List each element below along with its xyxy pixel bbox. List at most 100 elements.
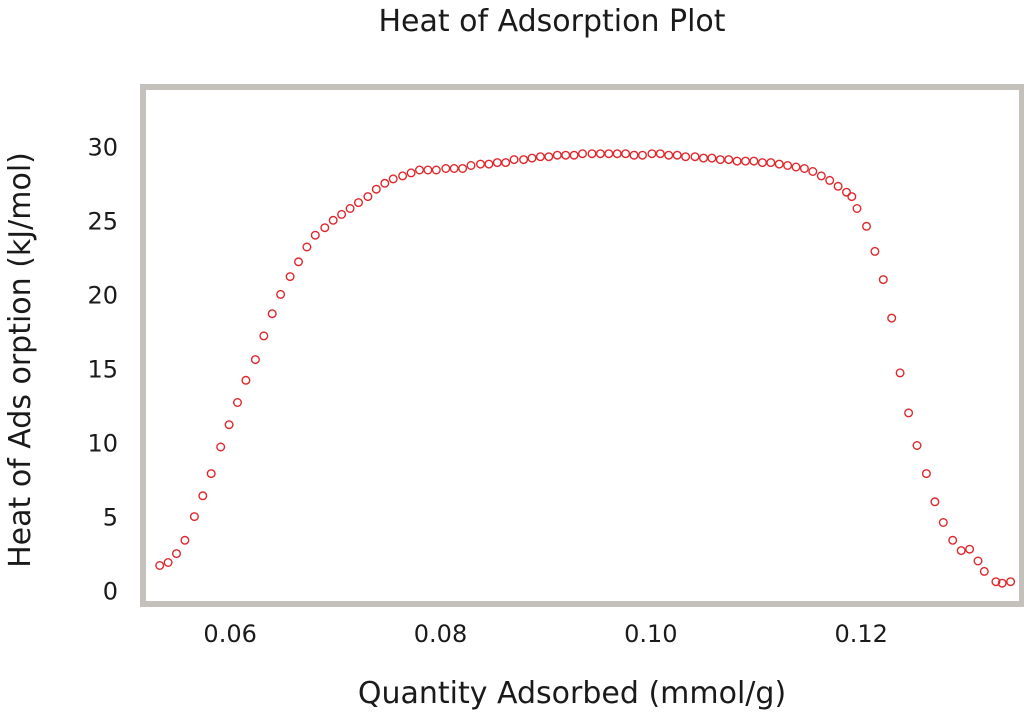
data-point — [501, 158, 511, 168]
plot-frame — [140, 84, 1024, 607]
data-point — [250, 355, 260, 365]
data-point — [285, 272, 295, 282]
data-point — [206, 469, 216, 479]
y-tick-label: 5 — [103, 504, 118, 532]
data-point — [552, 150, 562, 160]
data-point — [441, 163, 451, 173]
data-point — [870, 246, 880, 256]
x-tick-label: 0.12 — [835, 620, 888, 648]
data-point — [449, 163, 459, 173]
data-point — [774, 159, 784, 169]
data-point — [380, 178, 390, 188]
y-axis-ticks: 0 5 10 15 20 25 30 — [87, 133, 118, 605]
data-point — [423, 165, 433, 175]
data-point — [198, 491, 208, 501]
data-point — [707, 153, 717, 163]
data-point — [749, 156, 759, 166]
data-point — [294, 257, 304, 267]
data-point — [921, 469, 931, 479]
data-point — [904, 408, 914, 418]
data-point — [956, 546, 966, 556]
data-point — [371, 184, 381, 194]
data-point — [276, 289, 286, 299]
data-point — [415, 165, 425, 175]
data-point — [878, 275, 888, 285]
data-point — [431, 165, 441, 175]
data-point — [163, 558, 173, 568]
data-point — [224, 420, 234, 430]
x-tick-label: 0.08 — [414, 620, 467, 648]
data-point — [302, 242, 312, 252]
data-point — [398, 171, 408, 181]
data-point — [833, 181, 843, 191]
data-point — [561, 150, 571, 160]
data-point — [948, 535, 958, 545]
data-point — [621, 149, 631, 159]
data-point — [569, 150, 579, 160]
data-point — [509, 155, 519, 165]
data-point — [965, 544, 975, 554]
data-point — [604, 149, 614, 159]
data-point — [337, 209, 347, 219]
data-point — [852, 203, 862, 213]
data-point — [732, 156, 742, 166]
data-point — [466, 160, 476, 170]
data-point — [862, 221, 872, 231]
data-point — [808, 166, 818, 176]
data-point — [484, 159, 494, 169]
data-point — [612, 149, 622, 159]
data-point — [672, 150, 682, 160]
data-point — [232, 398, 242, 408]
data-point — [887, 313, 897, 323]
data-point — [241, 375, 251, 385]
data-point — [458, 163, 468, 173]
data-point — [783, 160, 793, 170]
data-point — [155, 561, 165, 571]
data-point — [895, 368, 905, 378]
data-point — [388, 174, 398, 184]
y-tick-label: 20 — [87, 281, 118, 309]
data-point — [406, 168, 416, 178]
data-point — [766, 158, 776, 168]
data-point — [180, 535, 190, 545]
data-point — [757, 158, 767, 168]
data-point — [171, 549, 181, 559]
data-point — [492, 158, 502, 168]
y-axis-label: Heat of Ads orption (kJ/mol) — [3, 152, 38, 568]
y-tick-label: 30 — [87, 133, 118, 161]
data-point — [216, 442, 226, 452]
data-point — [535, 152, 545, 162]
chart-title: Heat of Adsorption Plot — [378, 4, 725, 39]
data-point — [354, 198, 364, 208]
data-point — [587, 149, 597, 159]
data-point — [189, 512, 199, 522]
data-point — [938, 518, 948, 528]
data-point — [519, 155, 529, 165]
data-point — [699, 153, 709, 163]
data-point — [741, 156, 751, 166]
data-point — [363, 192, 373, 202]
x-tick-label: 0.10 — [624, 620, 677, 648]
data-point — [664, 150, 674, 160]
data-point — [847, 192, 857, 202]
data-point — [997, 578, 1007, 588]
data-point — [320, 223, 330, 233]
y-tick-label: 25 — [87, 207, 118, 235]
data-point — [912, 441, 922, 451]
data-point — [842, 187, 852, 197]
data-point — [973, 556, 983, 566]
data-point — [681, 152, 691, 162]
data-point — [310, 230, 320, 240]
y-tick-label: 15 — [87, 355, 118, 383]
data-point — [345, 203, 355, 213]
data-point — [816, 171, 826, 181]
data-point — [647, 149, 657, 159]
data-point — [991, 577, 1001, 587]
data-point — [595, 149, 605, 159]
data-point — [655, 149, 665, 159]
data-point — [629, 150, 639, 160]
data-point — [638, 150, 648, 160]
data-point — [267, 309, 277, 319]
data-point — [1006, 577, 1016, 587]
